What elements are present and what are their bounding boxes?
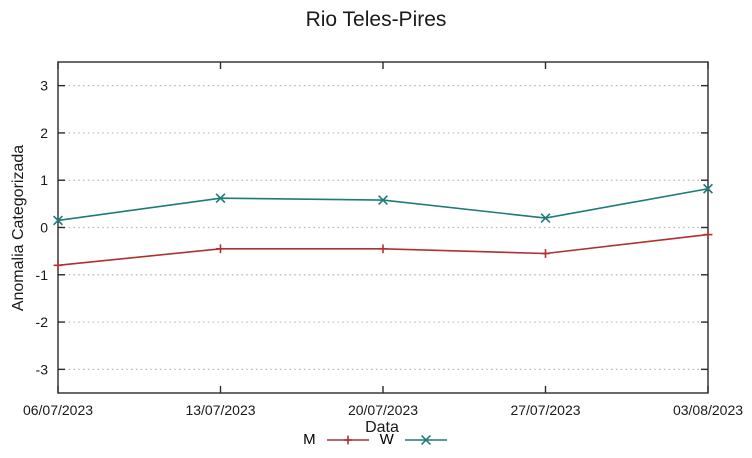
y-tick-label: -3 (36, 361, 49, 377)
legend-sample-marker (420, 435, 431, 445)
legend-sample-m-line (326, 435, 369, 445)
data-point-marker-w (378, 195, 388, 206)
x-tick-label: 27/07/2023 (510, 402, 580, 418)
data-point-marker-w (215, 193, 226, 204)
y-tick-label: 2 (40, 125, 48, 141)
data-point-marker-w (53, 215, 63, 226)
x-tick-label: 13/07/2023 (185, 402, 255, 418)
x-tick-label: 03/08/2023 (673, 402, 743, 418)
data-point-marker-w (540, 213, 551, 224)
series-line-w (57, 187, 709, 222)
legend-label-w: W (379, 431, 394, 448)
x-axis-label: Data (365, 419, 399, 436)
legend: M W (0, 431, 752, 448)
y-tick-label: 1 (40, 172, 48, 188)
legend-sample-w-line (404, 435, 447, 445)
y-tick-label: -2 (36, 314, 49, 330)
x-tick-label: 06/07/2023 (23, 402, 93, 418)
data-point-marker-w (703, 183, 713, 194)
x-tick-label: 20/07/2023 (348, 402, 418, 418)
y-tick-label: 3 (40, 78, 48, 94)
legend-label-m: M (303, 431, 316, 448)
y-tick-label: 0 (40, 220, 48, 236)
y-tick-label: -1 (36, 267, 49, 283)
chart-title: Rio Teles-Pires (305, 8, 447, 31)
